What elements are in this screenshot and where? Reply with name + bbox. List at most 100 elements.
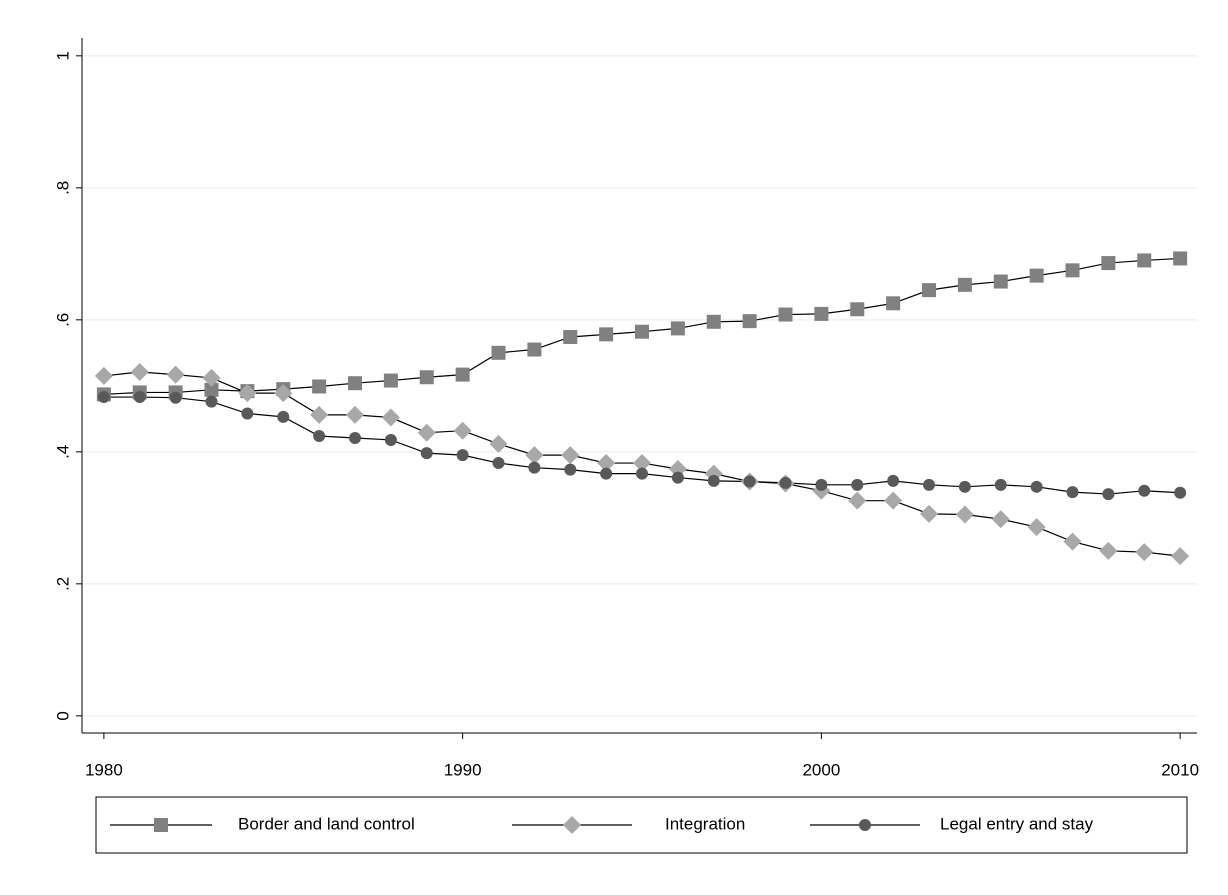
marker — [491, 345, 506, 360]
legend-marker — [154, 818, 168, 832]
x-tick-label: 1980 — [85, 760, 123, 779]
marker — [1171, 547, 1190, 566]
marker — [238, 384, 257, 403]
y-tick-label: .6 — [53, 313, 72, 327]
marker — [848, 491, 867, 510]
marker — [420, 447, 433, 460]
marker — [274, 384, 293, 403]
marker — [1138, 484, 1151, 497]
marker — [381, 408, 400, 427]
legend-marker — [859, 819, 871, 831]
legend-label: Integration — [665, 814, 745, 833]
marker — [492, 457, 505, 470]
marker — [133, 391, 146, 404]
marker — [384, 433, 397, 446]
marker — [1065, 263, 1080, 278]
marker — [636, 467, 649, 480]
y-tick-label: 1 — [53, 51, 72, 60]
marker — [886, 296, 901, 311]
marker — [599, 327, 614, 342]
marker — [955, 505, 974, 524]
marker — [561, 446, 580, 465]
marker — [670, 321, 685, 336]
marker — [277, 410, 290, 423]
marker — [453, 421, 472, 440]
marker — [922, 283, 937, 298]
y-tick-label: .2 — [53, 577, 72, 591]
marker — [920, 504, 939, 523]
marker — [489, 434, 508, 453]
y-tick-label: 0 — [53, 711, 72, 720]
marker — [348, 376, 363, 391]
marker — [456, 449, 469, 462]
marker — [204, 382, 219, 397]
marker — [991, 510, 1010, 529]
marker — [850, 302, 865, 317]
marker — [851, 478, 864, 491]
marker — [1030, 480, 1043, 493]
marker — [779, 476, 792, 489]
marker — [241, 407, 254, 420]
marker — [563, 329, 578, 344]
marker — [1101, 256, 1116, 271]
marker — [1066, 486, 1079, 499]
marker — [671, 471, 684, 484]
marker — [743, 475, 756, 488]
marker — [383, 373, 398, 388]
marker — [564, 463, 577, 476]
x-tick-label: 2010 — [1161, 760, 1199, 779]
marker — [419, 370, 434, 385]
marker — [778, 307, 793, 322]
marker — [600, 467, 613, 480]
marker — [313, 429, 326, 442]
marker — [417, 423, 436, 442]
marker — [1102, 488, 1115, 501]
marker — [814, 306, 829, 321]
marker — [97, 391, 110, 404]
legend-box — [95, 796, 1188, 854]
marker — [528, 461, 541, 474]
marker — [527, 342, 542, 357]
marker — [597, 454, 616, 473]
y-tick-label: .4 — [53, 445, 72, 459]
marker — [1099, 541, 1118, 560]
marker — [346, 405, 365, 424]
legend-label: Legal entry and stay — [940, 814, 1094, 833]
marker — [993, 274, 1008, 289]
marker — [884, 491, 903, 510]
marker — [1063, 532, 1082, 551]
marker — [887, 474, 900, 487]
marker — [94, 366, 113, 385]
marker — [635, 324, 650, 339]
marker — [202, 368, 221, 387]
x-tick-label: 1990 — [444, 760, 482, 779]
marker — [994, 478, 1007, 491]
marker — [1137, 253, 1152, 268]
marker — [166, 365, 185, 384]
marker — [169, 391, 182, 404]
marker — [1173, 251, 1188, 266]
marker — [923, 478, 936, 491]
marker — [1174, 486, 1187, 499]
marker — [958, 480, 971, 493]
marker — [130, 362, 149, 381]
marker — [707, 474, 720, 487]
marker — [815, 478, 828, 491]
legend-marker — [563, 816, 581, 834]
x-tick-label: 2000 — [802, 760, 840, 779]
legend-label: Border and land control — [238, 814, 415, 833]
marker — [349, 431, 362, 444]
marker — [1135, 543, 1154, 562]
marker — [312, 379, 327, 394]
y-tick-label: .8 — [53, 181, 72, 195]
marker — [525, 446, 544, 465]
marker — [742, 314, 757, 329]
marker — [668, 459, 687, 478]
marker — [205, 395, 218, 408]
marker — [633, 454, 652, 473]
marker — [706, 314, 721, 329]
marker — [1029, 268, 1044, 283]
marker — [957, 277, 972, 292]
marker — [1027, 518, 1046, 537]
